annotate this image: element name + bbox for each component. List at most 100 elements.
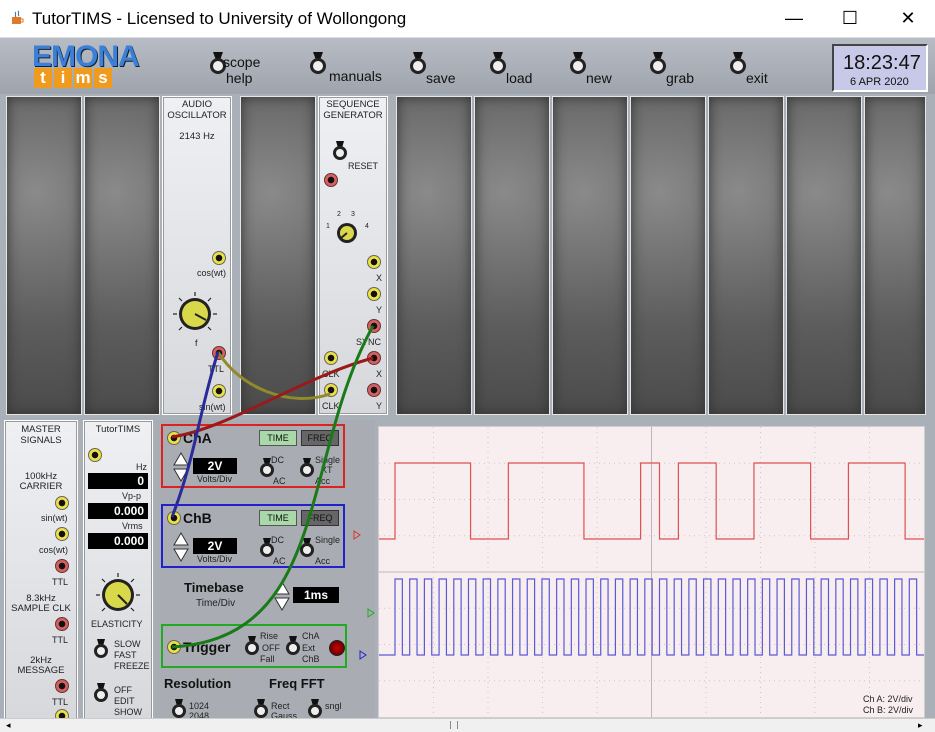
empty-slot[interactable]	[630, 96, 706, 415]
timebase-label: Timebase	[184, 580, 244, 595]
scroll-thumb-grip[interactable]	[450, 721, 458, 729]
minimize-icon: —	[785, 8, 803, 28]
x-output-socket[interactable]	[367, 255, 381, 269]
cha-volts-stepper[interactable]	[173, 452, 189, 482]
exit-button[interactable]: exit	[727, 52, 787, 92]
cha-freq-button[interactable]: FREQ	[301, 430, 339, 446]
timebase-display: 1ms	[293, 587, 339, 603]
close-icon: ✕	[900, 8, 916, 28]
window-title: TutorTIMS - Licensed to University of Wo…	[32, 9, 407, 28]
fft-window-toggle[interactable]	[252, 699, 270, 719]
cha-time-button[interactable]: TIME	[259, 430, 297, 446]
audio-oscillator-module: AUDIO OSCILLATOR 2143 Hz cos(wt) f TTL s…	[162, 96, 232, 415]
clock-date: 6 APR 2020	[850, 76, 909, 88]
speed-toggle[interactable]	[92, 639, 110, 659]
timebase-stepper[interactable]	[274, 581, 290, 611]
x-ttl-output-socket[interactable]	[367, 351, 381, 365]
fft-single-toggle[interactable]	[306, 699, 324, 719]
sequence-select-dial[interactable]	[335, 221, 359, 245]
audio-freq-readout: 2143 Hz	[179, 131, 215, 142]
minimize-button[interactable]: —	[771, 0, 817, 37]
chb-offset-marker[interactable]	[359, 650, 367, 660]
toggle-switch-icon	[650, 52, 666, 74]
empty-slot[interactable]	[864, 96, 926, 415]
chb-volts-stepper[interactable]	[173, 532, 189, 562]
channel-a-controls: ChA TIME FREQ 2V Volts/Div DC AC Single …	[161, 424, 345, 488]
save-button[interactable]: save	[407, 52, 467, 92]
cha-single-toggle[interactable]	[298, 458, 316, 478]
meter-input-socket[interactable]	[88, 448, 102, 462]
chb-scale-label: Ch B: 2V/div	[863, 705, 914, 715]
reset-toggle[interactable]	[331, 141, 349, 161]
resolution-toggle[interactable]	[170, 699, 188, 719]
grab-button[interactable]: grab	[647, 52, 707, 92]
carrier-cos-socket[interactable]	[55, 527, 69, 541]
maximize-button[interactable]: ☐	[827, 0, 873, 37]
cos-output-socket[interactable]	[212, 251, 226, 265]
sequence-generator-module: SEQUENCE GENERATOR RESET 1 2 3 4 X Y SYN…	[318, 96, 388, 415]
y-ttl-output-socket[interactable]	[367, 383, 381, 397]
empty-slot[interactable]	[84, 96, 160, 415]
y-output-socket[interactable]	[367, 287, 381, 301]
empty-slot[interactable]	[552, 96, 628, 415]
edit-toggle[interactable]	[92, 683, 110, 703]
f-output-socket[interactable]	[212, 346, 226, 360]
scope-graticule	[379, 427, 924, 717]
java-app-icon	[12, 10, 24, 24]
maximize-icon: ☐	[841, 8, 859, 28]
cha-offset-marker[interactable]	[353, 530, 361, 540]
scroll-left-icon[interactable]: ◂	[6, 720, 11, 730]
clk-socket-2[interactable]	[324, 383, 338, 397]
reset-socket[interactable]	[324, 173, 338, 187]
cha-input-socket[interactable]	[167, 431, 181, 445]
clk-input-socket[interactable]	[324, 351, 338, 365]
resolution-label: Resolution	[164, 676, 232, 691]
trigger-slope-toggle[interactable]	[243, 636, 261, 656]
channel-b-controls: ChB TIME FREQ 2V Volts/Div DC AC Single …	[161, 504, 345, 568]
scope-help-button[interactable]: scope help	[207, 52, 277, 92]
trigger-input-socket[interactable]	[167, 640, 181, 654]
frequency-knob[interactable]	[171, 290, 219, 338]
fft-label: Freq FFT	[269, 676, 325, 691]
chb-time-button[interactable]: TIME	[259, 510, 297, 526]
title-bar: TutorTIMS - Licensed to University of Wo…	[0, 0, 935, 38]
toggle-switch-icon	[410, 52, 426, 74]
elasticity-knob[interactable]	[94, 571, 142, 619]
close-button[interactable]: ✕	[885, 0, 931, 37]
scroll-right-icon[interactable]: ▸	[918, 720, 923, 730]
empty-slot[interactable]	[240, 96, 316, 415]
trigger-source-toggle[interactable]	[284, 636, 302, 656]
horizontal-scrollbar[interactable]: ◂ ▸	[0, 718, 935, 732]
chb-input-socket[interactable]	[167, 511, 181, 525]
manuals-button[interactable]: manuals	[307, 52, 387, 92]
carrier-ttl-socket[interactable]	[55, 559, 69, 573]
clock-time: 18:23:47	[843, 52, 921, 74]
toggle-switch-icon	[210, 52, 226, 74]
carrier-sin-socket[interactable]	[55, 496, 69, 510]
cha-trace	[379, 462, 924, 540]
chb-trace	[379, 578, 924, 656]
load-button[interactable]: load	[487, 52, 547, 92]
empty-slot[interactable]	[708, 96, 784, 415]
empty-slot[interactable]	[474, 96, 550, 415]
chb-single-toggle[interactable]	[298, 538, 316, 558]
new-button[interactable]: new	[567, 52, 627, 92]
empty-slot[interactable]	[786, 96, 862, 415]
sin-output-socket[interactable]	[212, 384, 226, 398]
toggle-switch-icon	[570, 52, 586, 74]
sync-output-socket[interactable]	[367, 319, 381, 333]
toggle-switch-icon	[730, 52, 746, 74]
tutortims-meter-module: TutorTIMS Hz 0 Vp-p 0.000 Vrms 0.000 ELA…	[83, 420, 153, 722]
empty-slot[interactable]	[396, 96, 472, 415]
trigger-led	[329, 640, 345, 656]
empty-slot[interactable]	[6, 96, 82, 415]
clock-display: 18:23:47 6 APR 2020	[832, 44, 928, 92]
message-ttl-socket[interactable]	[55, 679, 69, 693]
sample-clk-socket[interactable]	[55, 617, 69, 631]
chb-freq-button[interactable]: FREQ	[301, 510, 339, 526]
trigger-level-marker[interactable]	[367, 608, 375, 618]
toggle-switch-icon	[310, 52, 326, 74]
vpp-display: 0.000	[88, 503, 148, 519]
vrms-display: 0.000	[88, 533, 148, 549]
